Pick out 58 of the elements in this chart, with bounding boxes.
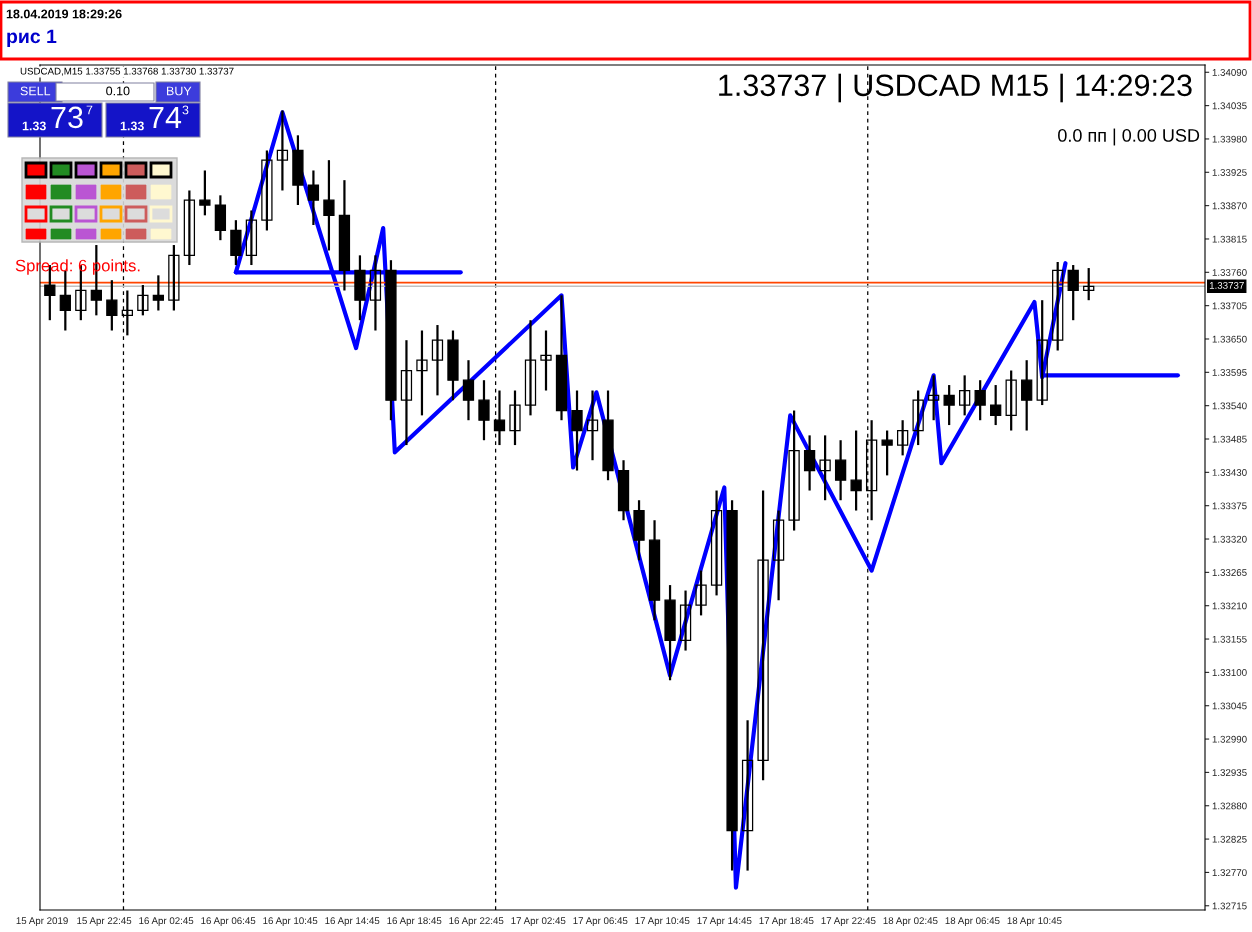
y-tick-label: 1.32880 bbox=[1212, 802, 1247, 810]
y-tick-label: 1.32825 bbox=[1212, 835, 1247, 843]
y-tick-label: 1.33320 bbox=[1212, 535, 1247, 543]
y-tick-label: 1.33155 bbox=[1212, 635, 1247, 643]
y-tick-label: 1.32935 bbox=[1212, 769, 1247, 777]
annotation: 1.33 bbox=[120, 121, 144, 131]
annotation: 1.33 bbox=[22, 121, 46, 131]
y-tick-label: 1.33595 bbox=[1212, 369, 1247, 376]
x-tick-label: 16 Apr 22:45 bbox=[449, 917, 504, 927]
x-tick-label: 17 Apr 02:45 bbox=[511, 917, 566, 927]
y-tick-label: 1.33650 bbox=[1212, 335, 1247, 343]
y-tick-label: 1.32990 bbox=[1212, 735, 1247, 743]
x-tick-label: 18 Apr 02:45 bbox=[883, 917, 938, 927]
annotation: BUY bbox=[167, 86, 192, 96]
y-tick-label: 1.33705 bbox=[1212, 302, 1247, 310]
x-tick-label: 18 Apr 10:45 bbox=[1007, 917, 1062, 927]
annotation: USDCAD,M15 1.33755 1.33768 1.33730 1.33737 bbox=[20, 67, 234, 76]
y-tick-label: 1.33045 bbox=[1212, 702, 1247, 710]
x-tick-label: 17 Apr 22:45 bbox=[821, 917, 876, 927]
x-tick-label: 16 Apr 18:45 bbox=[387, 917, 442, 927]
x-tick-label: 17 Apr 14:45 bbox=[697, 917, 752, 927]
x-tick-label: 15 Apr 2019 bbox=[16, 917, 68, 927]
x-tick-label: 17 Apr 10:45 bbox=[635, 917, 690, 927]
x-tick-label: 16 Apr 02:45 bbox=[139, 917, 194, 927]
y-tick-label: 1.33815 bbox=[1212, 235, 1247, 243]
chart-title: рис 1 bbox=[7, 29, 57, 48]
y-tick-label: 1.32770 bbox=[1212, 869, 1247, 877]
y-tick-label: 1.33100 bbox=[1212, 669, 1247, 676]
ref-line-label: 1.33737 bbox=[1209, 281, 1244, 289]
x-tick-label: 16 Apr 06:45 bbox=[201, 917, 256, 927]
annotation: 0.10 bbox=[106, 86, 130, 96]
text: 18.04.2019 18:29:26 bbox=[6, 9, 122, 19]
y-tick-label: 1.34035 bbox=[1212, 102, 1247, 110]
annotation: 3 bbox=[182, 105, 189, 115]
y-tick-label: 1.33210 bbox=[1212, 602, 1247, 610]
y-tick-label: 1.34090 bbox=[1212, 69, 1247, 76]
y-tick-label: 1.33925 bbox=[1212, 169, 1247, 176]
y-tick-label: 1.33375 bbox=[1212, 502, 1247, 510]
y-tick-label: 1.33760 bbox=[1212, 269, 1247, 276]
y-tick-label: 1.33980 bbox=[1212, 135, 1247, 143]
annotation: 7 bbox=[86, 105, 93, 115]
y-tick-label: 1.33430 bbox=[1212, 469, 1247, 476]
x-tick-label: 17 Apr 18:45 bbox=[759, 917, 814, 927]
annotation: 0.0 пп | 0.00 USD bbox=[1058, 128, 1200, 146]
x-tick-label: 16 Apr 14:45 bbox=[325, 917, 380, 927]
y-tick-label: 1.33485 bbox=[1212, 435, 1247, 443]
y-tick-label: 1.33265 bbox=[1212, 569, 1247, 576]
y-tick-label: 1.32715 bbox=[1212, 902, 1247, 910]
x-tick-label: 16 Apr 10:45 bbox=[263, 917, 318, 927]
annotation: 74 bbox=[149, 106, 182, 128]
annotation: SELL bbox=[20, 86, 51, 96]
annotation: 1.33737 | USDCAD M15 | 14:29:23 bbox=[719, 73, 1192, 103]
x-tick-label: 17 Apr 06:45 bbox=[573, 917, 628, 927]
x-tick-label: 15 Apr 22:45 bbox=[77, 917, 132, 927]
y-tick-label: 1.33540 bbox=[1212, 402, 1247, 410]
annotation: 73 bbox=[51, 106, 83, 129]
y-tick-label: 1.33870 bbox=[1212, 202, 1247, 210]
x-tick-label: 18 Apr 06:45 bbox=[945, 917, 1000, 927]
